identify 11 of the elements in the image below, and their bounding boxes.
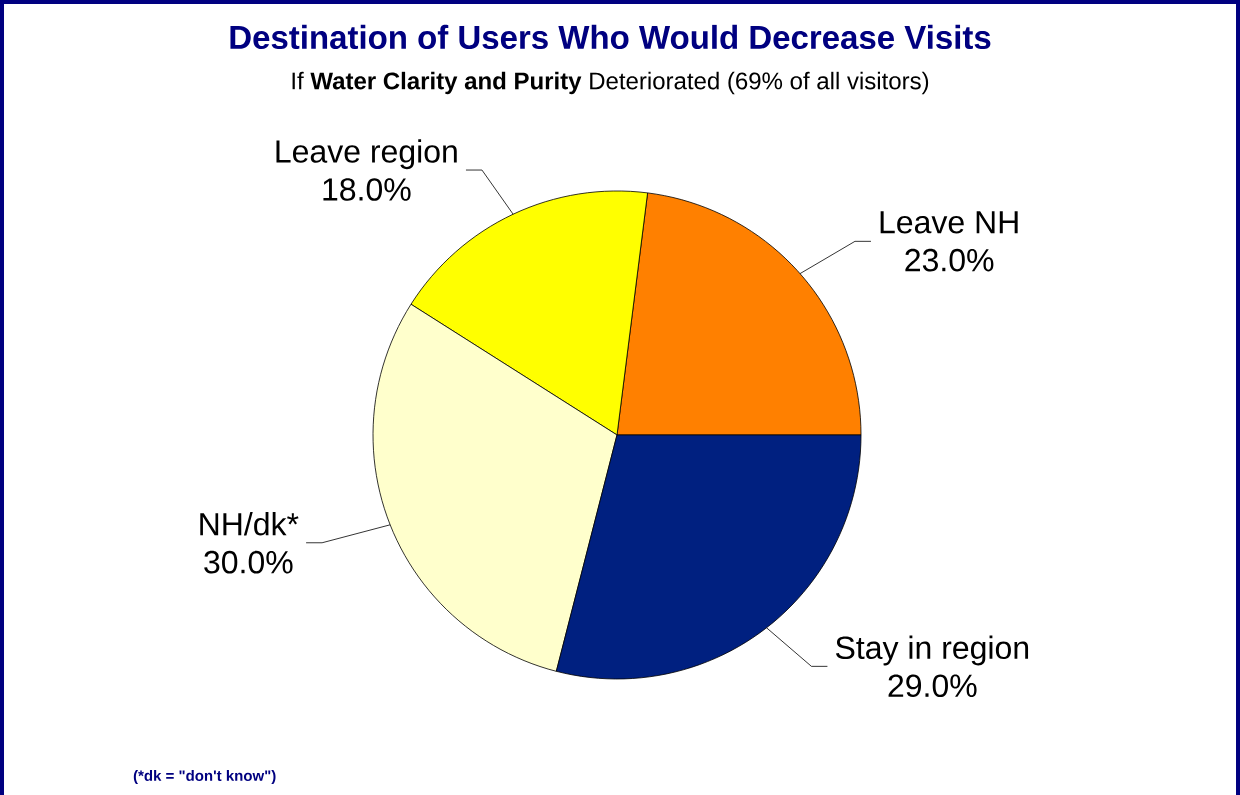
data-label: 23.0% [905, 248, 994, 272]
data-label: 18.0% [323, 178, 411, 201]
text: (*dk = "don't know") [133, 770, 276, 784]
chart-subtitle: If Water Clarity and Purity Deteriorated (69% of all visitors) [292, 71, 929, 95]
chart-title: Destination of Users Who Would Decrease Visits [230, 24, 991, 50]
data-label: 30.0% [204, 550, 293, 574]
slice-label: Leave region [276, 139, 457, 170]
slice-label: Stay in region [835, 635, 1029, 666]
slice-label: NH/dk* [200, 512, 299, 536]
slice-label: Leave NH [880, 211, 1018, 234]
data-label: 29.0% [888, 674, 977, 698]
